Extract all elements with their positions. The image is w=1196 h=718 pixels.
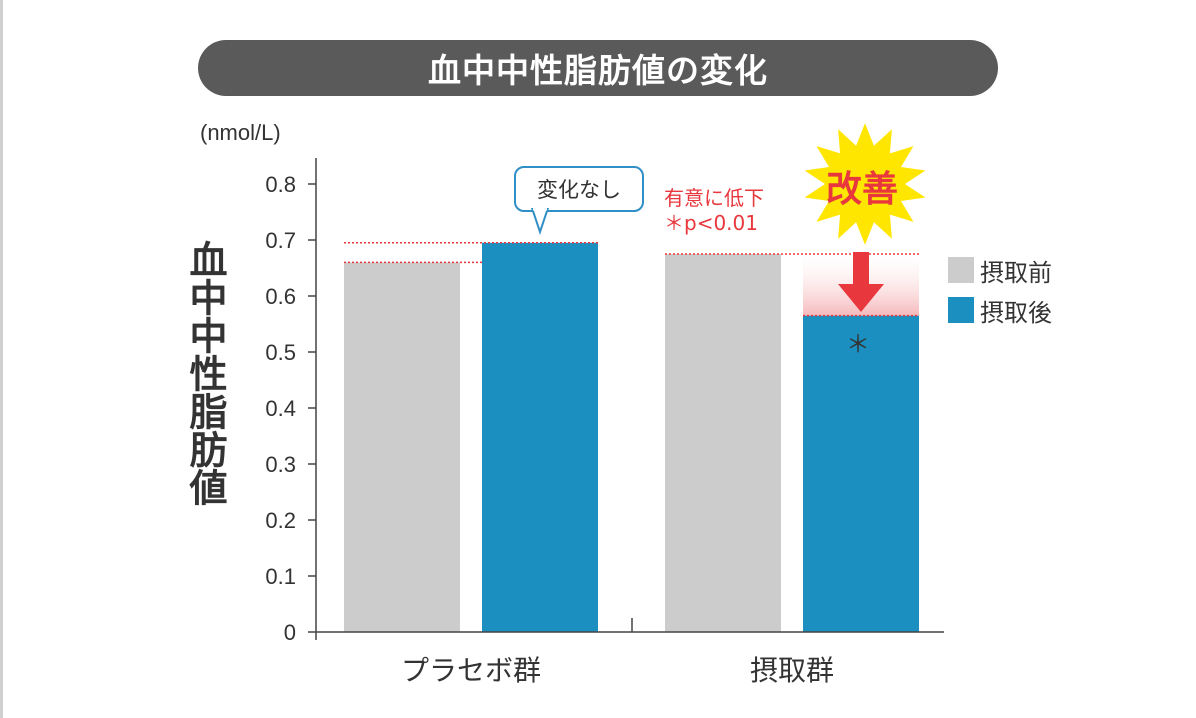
legend-item-after: 摂取後 — [948, 290, 1052, 330]
down-arrow-icon — [838, 252, 884, 312]
bar-after-1 — [803, 315, 919, 632]
callout-tail — [530, 208, 550, 236]
p-value-label: ＊p<0.01 — [664, 211, 758, 235]
y-tick-label-0: 0 — [284, 620, 296, 645]
significant-decrease-label: 有意に低下 — [664, 186, 764, 210]
legend-label-before: 摂取前 — [980, 258, 1052, 287]
significance-note: 有意に低下 ＊p<0.01 — [664, 186, 764, 236]
y-tick-label-8: 0.8 — [265, 172, 296, 197]
left-border — [0, 0, 3, 718]
starburst-icon — [804, 123, 926, 245]
legend-label-after: 摂取後 — [980, 298, 1052, 327]
y-tick-label-2: 0.2 — [265, 508, 296, 533]
y-tick-label-7: 0.7 — [265, 228, 296, 253]
unit-label: (nmol/L) — [200, 120, 281, 145]
improvement-badge: 改善 — [825, 169, 898, 210]
no-change-callout: 変化なし — [514, 166, 644, 212]
x-category-label-1: 摂取群 — [750, 654, 834, 687]
x-category-label-0: プラセボ群 — [401, 654, 541, 687]
legend: 摂取前 摂取後 — [948, 250, 1052, 330]
bar-after-0 — [482, 242, 598, 633]
y-axis-label: 血中中性脂肪値 — [183, 240, 227, 506]
legend-swatch-before — [948, 257, 974, 283]
chart-title: 血中中性脂肪値の変化 — [198, 40, 998, 96]
bar-before-0 — [344, 262, 460, 632]
y-tick-label-3: 0.3 — [265, 452, 296, 477]
legend-swatch-after — [948, 297, 974, 323]
y-tick-label-6: 0.6 — [265, 284, 296, 309]
significance-asterisk: ＊ — [846, 330, 870, 358]
y-tick-label-4: 0.4 — [265, 396, 296, 421]
bar-before-1 — [665, 254, 781, 632]
y-tick-label-5: 0.5 — [265, 340, 296, 365]
y-tick-label-1: 0.1 — [265, 564, 296, 589]
legend-item-before: 摂取前 — [948, 250, 1052, 290]
